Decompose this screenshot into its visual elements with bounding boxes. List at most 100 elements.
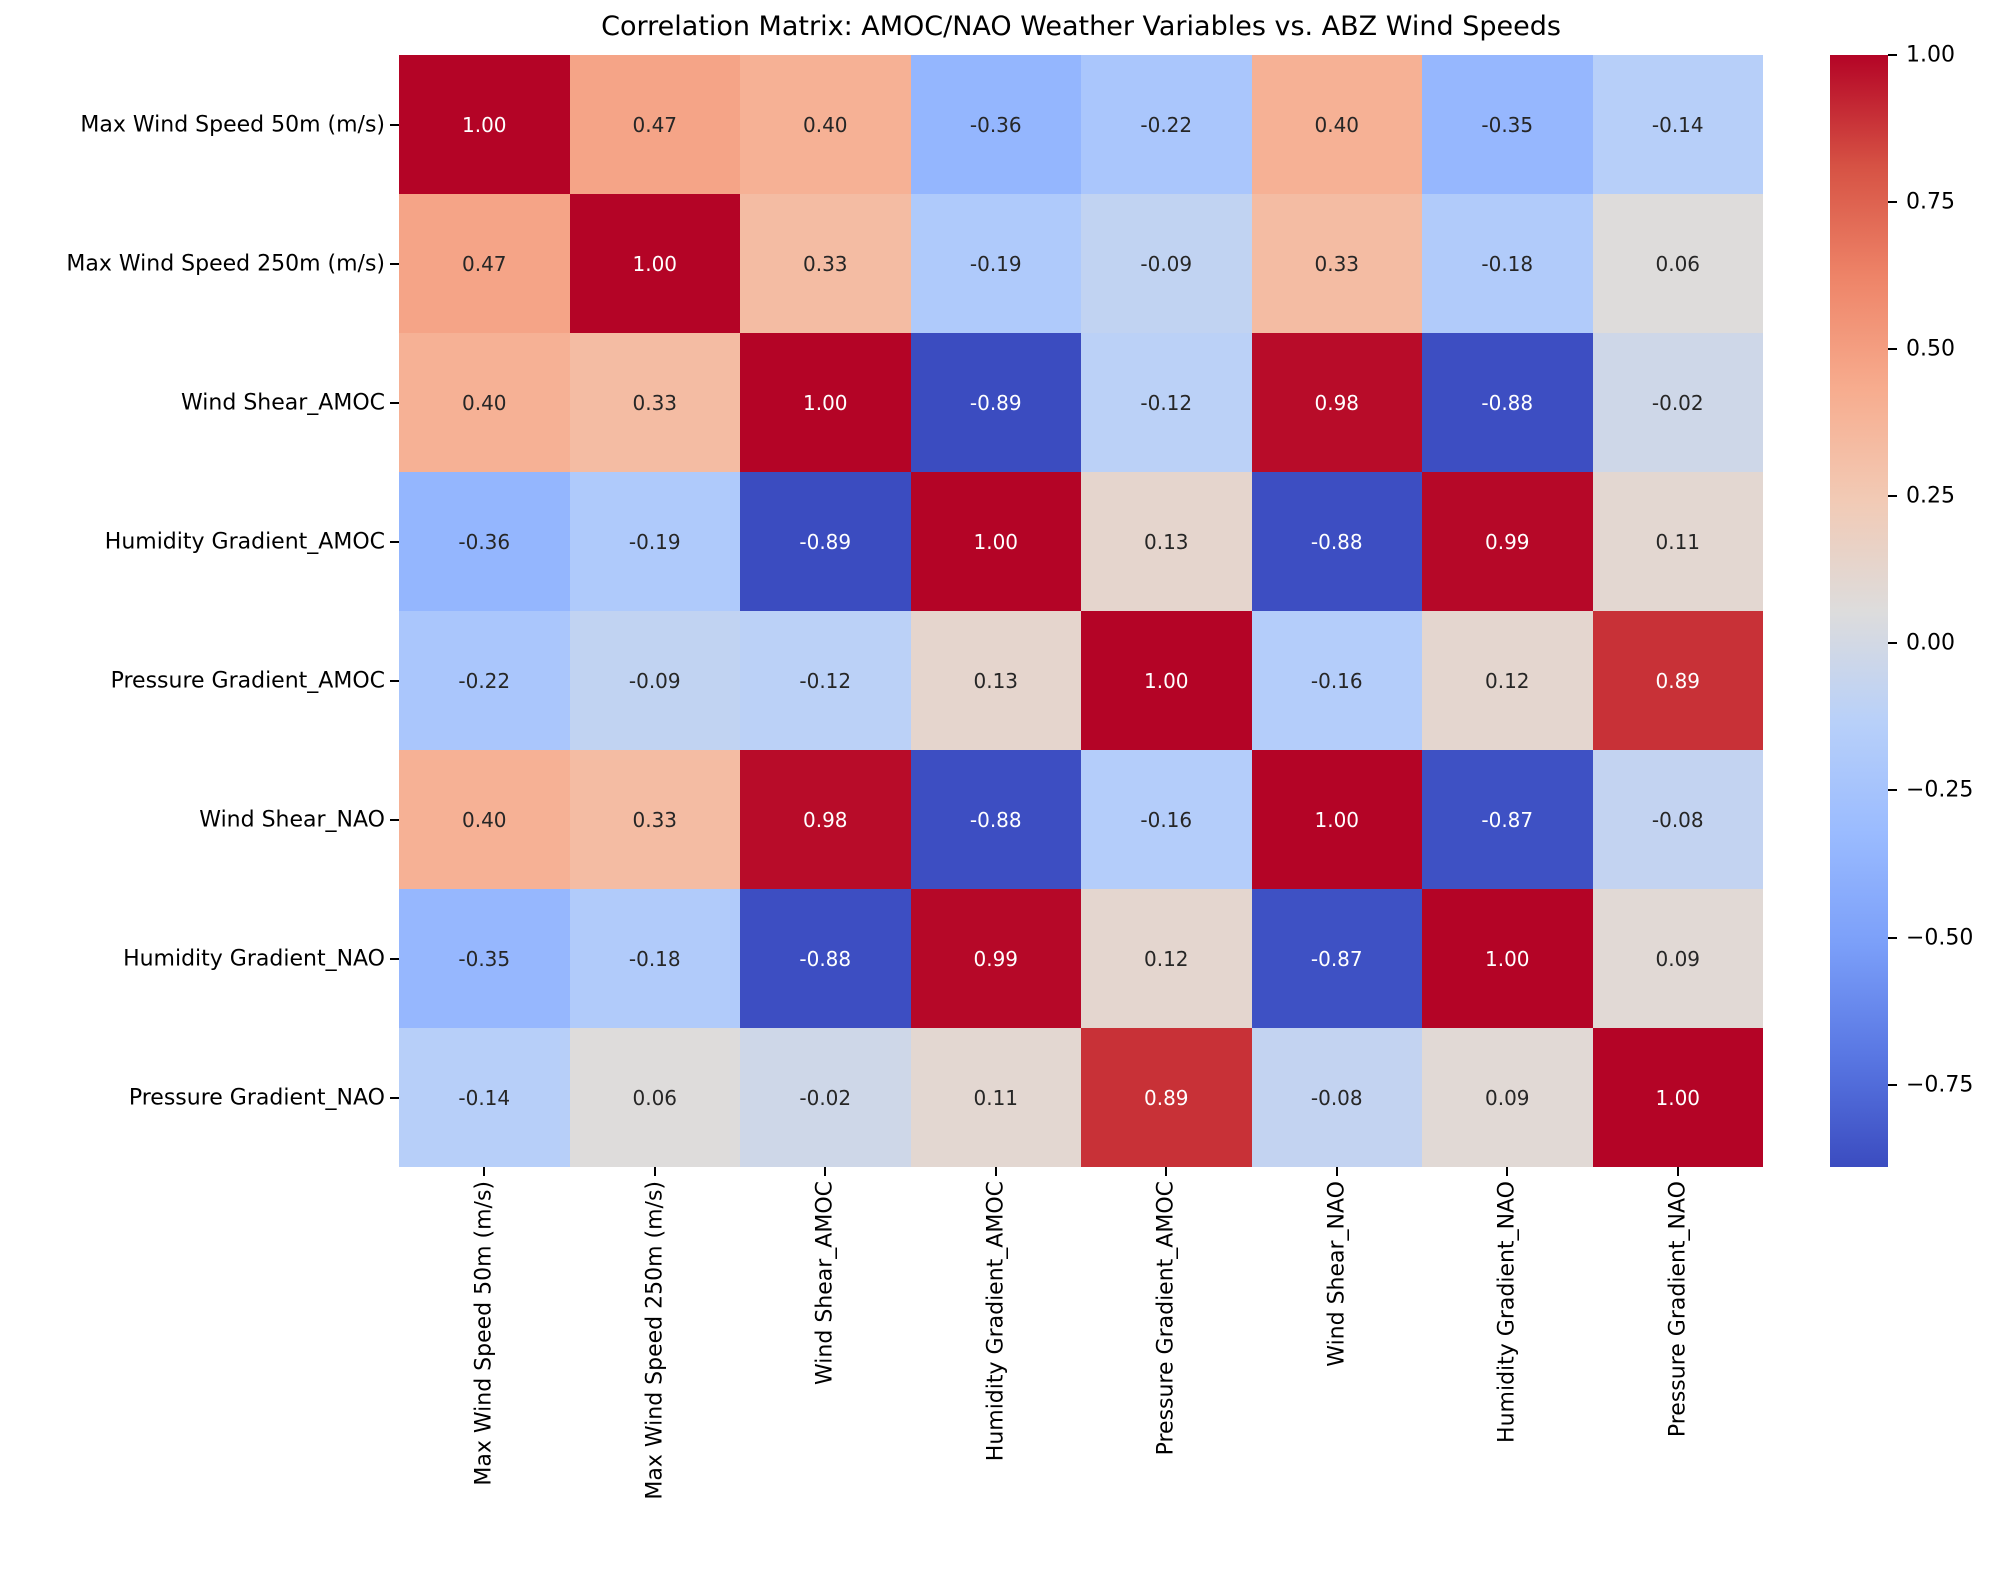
heatmap-cell: -0.18 [569, 889, 740, 1028]
x-tick [1676, 1167, 1679, 1176]
colorbar-tick [1888, 201, 1897, 204]
colorbar-tick [1888, 495, 1897, 498]
heatmap-cell: -0.35 [399, 889, 570, 1028]
heatmap-cell: -0.36 [399, 472, 570, 611]
colorbar-tick [1888, 642, 1897, 645]
y-axis-label: Humidity Gradient_AMOC [104, 529, 385, 554]
colorbar-tick-label: 0.25 [1906, 483, 1955, 509]
heatmap-cell: 0.12 [1081, 889, 1252, 1028]
colorbar-tick-label: 0.00 [1906, 630, 1955, 656]
heatmap-cell: 0.89 [1081, 1028, 1252, 1167]
heatmap-cell: 0.98 [740, 750, 911, 889]
heatmap-cell: -0.88 [1422, 333, 1593, 472]
x-axis-label: Humidity Gradient_AMOC [983, 1181, 1009, 1462]
y-tick [390, 123, 399, 126]
heatmap-cell: 1.00 [740, 333, 911, 472]
heatmap-cell: 0.09 [1422, 1028, 1593, 1167]
heatmap-cell: -0.16 [1251, 611, 1422, 750]
heatmap-cell: -0.08 [1251, 1028, 1422, 1167]
heatmap-grid: 1.00 0.47 0.40 -0.36 -0.22 0.40 -0.35 -0.14 0.47… [399, 55, 1763, 1167]
x-tick [1165, 1167, 1168, 1176]
heatmap-cell: 1.00 [399, 55, 570, 194]
heatmap-cell: 1.00 [1251, 750, 1422, 889]
heatmap-cell: -0.02 [1592, 333, 1763, 472]
colorbar-tick [1888, 789, 1897, 792]
heatmap-cell: 1.00 [1592, 1028, 1763, 1167]
heatmap-cell: -0.87 [1251, 889, 1422, 1028]
x-tick [483, 1167, 486, 1176]
heatmap-cell: 0.99 [1422, 472, 1593, 611]
chart-title: Correlation Matrix: AMOC/NAO Weather Var… [601, 11, 1561, 42]
colorbar-tick-label: −0.50 [1906, 925, 1974, 951]
colorbar-tick [1888, 1083, 1897, 1086]
heatmap-cell: -0.18 [1422, 194, 1593, 333]
heatmap-cell: -0.88 [1251, 472, 1422, 611]
heatmap-cell: -0.14 [399, 1028, 570, 1167]
heatmap-cell: 0.12 [1422, 611, 1593, 750]
heatmap-cell: -0.09 [1081, 194, 1252, 333]
x-axis-label: Max Wind Speed 50m (m/s) [471, 1181, 497, 1486]
x-axis-label: Pressure Gradient_NAO [1665, 1181, 1691, 1438]
y-axis-label: Max Wind Speed 50m (m/s) [80, 112, 385, 137]
y-axis-label: Humidity Gradient_NAO [123, 946, 385, 971]
y-tick [390, 1096, 399, 1099]
heatmap-cell: 0.40 [1251, 55, 1422, 194]
y-axis-label: Wind Shear_NAO [199, 807, 385, 832]
heatmap-cell: 0.98 [1251, 333, 1422, 472]
x-tick [994, 1167, 997, 1176]
heatmap-cell: -0.02 [740, 1028, 911, 1167]
y-axis-label: Pressure Gradient_AMOC [110, 668, 385, 693]
y-tick [390, 957, 399, 960]
heatmap-cell: 0.09 [1592, 889, 1763, 1028]
heatmap-cell: 0.11 [910, 1028, 1081, 1167]
y-tick [390, 401, 399, 404]
y-tick [390, 818, 399, 821]
heatmap-cell: 0.13 [1081, 472, 1252, 611]
y-axis-labels: Max Wind Speed 50m (m/s) Max Wind Speed 2… [0, 55, 385, 1167]
y-tick [390, 540, 399, 543]
heatmap-cell: -0.22 [1081, 55, 1252, 194]
x-tick [824, 1167, 827, 1176]
heatmap-cell: 0.89 [1592, 611, 1763, 750]
x-axis-label: Pressure Gradient_AMOC [1153, 1181, 1179, 1456]
heatmap-cell: 0.33 [569, 750, 740, 889]
y-axis-label: Wind Shear_AMOC [181, 390, 385, 415]
x-axis-label: Wind Shear_AMOC [812, 1181, 838, 1385]
heatmap-cell: -0.88 [740, 889, 911, 1028]
x-axis-label: Wind Shear_NAO [1324, 1181, 1350, 1367]
heatmap-cell: 0.33 [740, 194, 911, 333]
heatmap-cell: -0.36 [910, 55, 1081, 194]
colorbar-tick-label: −0.25 [1906, 777, 1974, 803]
x-axis-labels: Max Wind Speed 50m (m/s) Max Wind Speed 2… [399, 1181, 1763, 1570]
heatmap-cell: -0.12 [1081, 333, 1252, 472]
heatmap-cell: 0.47 [569, 55, 740, 194]
colorbar-tick [1888, 936, 1897, 939]
colorbar-tick-label: 1.00 [1906, 42, 1955, 68]
heatmap-cell: -0.89 [910, 333, 1081, 472]
y-tick [390, 262, 399, 265]
x-axis-label: Max Wind Speed 250m (m/s) [642, 1181, 668, 1500]
heatmap-cell: 0.33 [1251, 194, 1422, 333]
heatmap-cell: 0.99 [910, 889, 1081, 1028]
heatmap-cell: -0.12 [740, 611, 911, 750]
heatmap-cell: -0.16 [1081, 750, 1252, 889]
heatmap-cell: 0.40 [740, 55, 911, 194]
heatmap-cell: -0.19 [910, 194, 1081, 333]
x-axis-label: Humidity Gradient_NAO [1494, 1181, 1520, 1443]
heatmap-cell: 0.06 [1592, 194, 1763, 333]
heatmap-cell: -0.88 [910, 750, 1081, 889]
heatmap-cell: -0.09 [569, 611, 740, 750]
y-tick [390, 679, 399, 682]
heatmap-cell: 0.40 [399, 750, 570, 889]
x-tick [653, 1167, 656, 1176]
colorbar-gradient [1830, 55, 1888, 1167]
colorbar-tick-label: 0.75 [1906, 189, 1955, 215]
y-axis-label: Max Wind Speed 250m (m/s) [66, 251, 385, 276]
heatmap-cell: -0.14 [1592, 55, 1763, 194]
heatmap-cell: -0.89 [740, 472, 911, 611]
y-axis-label: Pressure Gradient_NAO [128, 1085, 385, 1110]
heatmap-cell: 0.33 [569, 333, 740, 472]
heatmap-cell: -0.87 [1422, 750, 1593, 889]
colorbar-tick [1888, 54, 1897, 56]
heatmap-cell: 0.40 [399, 333, 570, 472]
